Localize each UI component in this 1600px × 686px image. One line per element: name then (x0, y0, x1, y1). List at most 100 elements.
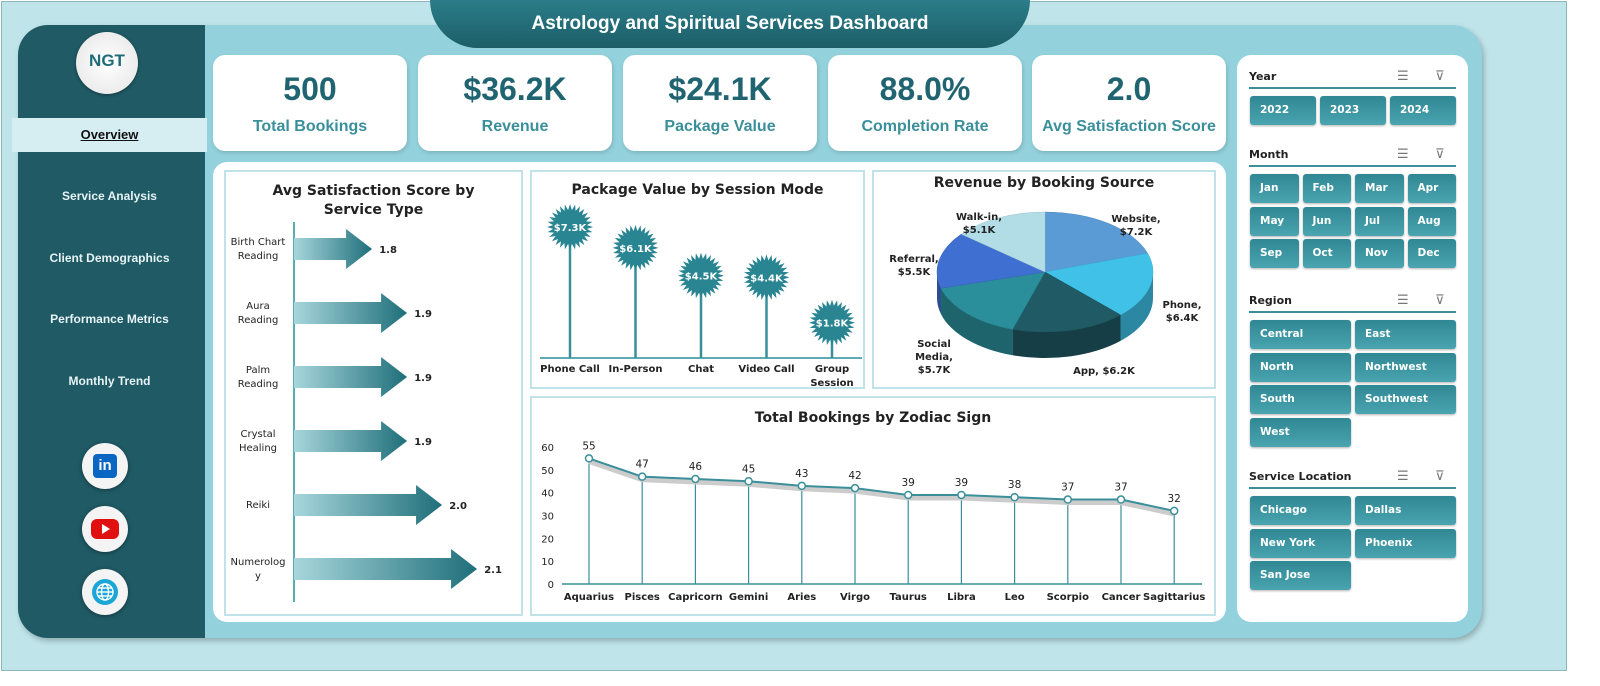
starburst-marker (547, 204, 593, 250)
data-point (691, 474, 700, 484)
category-label: Aura Reading (238, 301, 279, 326)
pie-slice-app (1012, 271, 1122, 333)
chart-package-by-mode: Package Value by Session Mode $7.3K Phone… (530, 170, 865, 389)
starburst-marker (743, 254, 790, 301)
line-shadow (588, 459, 1175, 517)
multi-select-icon[interactable]: ☰ (1397, 147, 1409, 162)
slicer-button[interactable]: Nov (1355, 239, 1404, 268)
slicer-button[interactable]: Jun (1302, 206, 1351, 236)
label-line: $6.4K (1166, 313, 1200, 324)
category-label: Crystal Healing (239, 429, 277, 454)
data-point (1063, 495, 1073, 504)
pie-label: App, $6.2K (1073, 366, 1136, 377)
label-line: Numerolog (231, 557, 286, 568)
y-tick-label: 10 (541, 557, 554, 568)
slicer-button[interactable]: Jan (1250, 174, 1299, 203)
data-label: 32 (1168, 493, 1181, 505)
pie-label: Social Media, $5.7K (915, 339, 953, 376)
clear-filter-icon[interactable]: ⊽ (1435, 69, 1445, 84)
x-tick-label: Cancer (1102, 592, 1141, 603)
nav-item-client-demographics[interactable]: Client Demographics (49, 251, 170, 265)
arrow-bar (294, 293, 408, 333)
slicer-button[interactable]: 2022 (1250, 96, 1316, 125)
data-label: 39 (902, 477, 915, 489)
label-line: Phone, (1162, 300, 1201, 311)
y-tick-label: 0 (548, 580, 554, 591)
slicer-button[interactable]: North (1250, 352, 1351, 382)
multi-select-icon[interactable]: ☰ (1397, 469, 1409, 484)
label-line: Walk-in, (956, 212, 1002, 223)
data-label: 45 (742, 463, 755, 475)
youtube-icon[interactable] (82, 506, 128, 552)
data-label: 55 (582, 440, 595, 452)
data-point (744, 477, 753, 486)
kpi-value: 500 (283, 71, 337, 107)
slicer-button[interactable]: Sep (1250, 239, 1299, 268)
chart-title: Avg Satisfaction Score by Service Type (272, 183, 475, 218)
data-label: $7.3K (554, 223, 588, 234)
data-point (584, 454, 594, 463)
kpi-card: 500 Total Bookings (213, 55, 407, 151)
slicer-button[interactable]: West (1250, 417, 1351, 447)
category-label: In-Person (609, 364, 663, 375)
slicer-button[interactable]: Northwest (1355, 352, 1456, 382)
kpi-value: $24.1K (668, 71, 772, 107)
slicer-button[interactable]: Aug (1407, 206, 1456, 236)
slicer-button[interactable]: May (1250, 206, 1299, 236)
slicer-button[interactable]: Central (1250, 320, 1351, 349)
nav-item-overview[interactable]: Overview (12, 118, 207, 152)
label-line: Reiki (246, 500, 270, 511)
label-line: Reading (238, 315, 279, 326)
slicer-button[interactable]: 2023 (1320, 96, 1386, 125)
slicer-button[interactable]: Feb (1302, 174, 1351, 203)
data-label: 1.8 (379, 245, 397, 256)
starburst-marker (612, 224, 659, 271)
slicer-button[interactable]: 2024 (1390, 96, 1456, 125)
slicer-button[interactable]: New York (1250, 528, 1351, 558)
kpi-value: 88.0% (879, 71, 971, 107)
clear-filter-icon[interactable]: ⊽ (1435, 147, 1445, 162)
slicer-button[interactable]: Chicago (1250, 496, 1351, 525)
kpi-label: Package Value (664, 118, 776, 135)
label-line: $5.5K (898, 267, 932, 278)
pie-slice-side (1120, 272, 1153, 341)
nav-item-performance-metrics[interactable]: Performance Metrics (50, 312, 169, 326)
globe-icon[interactable] (82, 569, 128, 615)
multi-select-icon[interactable]: ☰ (1397, 69, 1409, 84)
pie-label: Website, $7.2K (1111, 214, 1160, 238)
x-tick-label: Taurus (889, 592, 926, 603)
data-label: 46 (689, 461, 703, 473)
slicer-header-region: Region ☰ ⊽ (1249, 291, 1456, 313)
clear-filter-icon[interactable]: ⊽ (1435, 469, 1445, 484)
nav-item-service-analysis[interactable]: Service Analysis (62, 189, 157, 203)
chart-revenue-by-source: Revenue by Booking Source Website, $7.2K P… (872, 170, 1216, 389)
slicer-button[interactable]: Mar (1355, 174, 1404, 203)
slicer-button[interactable]: East (1355, 320, 1456, 349)
kpi-label: Completion Rate (861, 118, 989, 135)
slicer-button[interactable]: Oct (1302, 239, 1351, 268)
label-line: $5.1K (963, 225, 997, 236)
multi-select-icon[interactable]: ☰ (1397, 293, 1409, 308)
linkedin-icon[interactable]: in (82, 443, 128, 489)
slicer-button[interactable]: Southwest (1355, 385, 1456, 414)
clear-filter-icon[interactable]: ⊽ (1435, 293, 1445, 308)
data-label: 42 (848, 470, 861, 482)
pie-label: Phone, $6.4K (1162, 300, 1201, 324)
slicer-button[interactable]: South (1250, 385, 1351, 414)
slicer-button[interactable]: San Jose (1250, 561, 1351, 590)
slicer-button[interactable]: Apr (1407, 174, 1456, 203)
data-label: $4.5K (685, 272, 719, 283)
data-label: 1.9 (414, 373, 432, 384)
slicer-button[interactable]: Dallas (1355, 496, 1456, 525)
slicer-header-service-location: Service Location ☰ ⊽ (1249, 467, 1456, 489)
category-label: Numerolog y (231, 557, 286, 582)
pie-label: Referral, $5.5K (889, 254, 938, 278)
slicer-button[interactable]: Dec (1407, 239, 1456, 268)
data-point (850, 483, 860, 493)
starburst-marker (809, 299, 855, 346)
chart-satisfaction-by-service: Avg Satisfaction Score by Service Type 1… (224, 170, 523, 616)
slicer-button[interactable]: Jul (1355, 206, 1404, 236)
pie-slice-side (937, 272, 942, 315)
slicer-button[interactable]: Phoenix (1355, 528, 1456, 558)
nav-item-monthly-trend[interactable]: Monthly Trend (68, 374, 151, 388)
